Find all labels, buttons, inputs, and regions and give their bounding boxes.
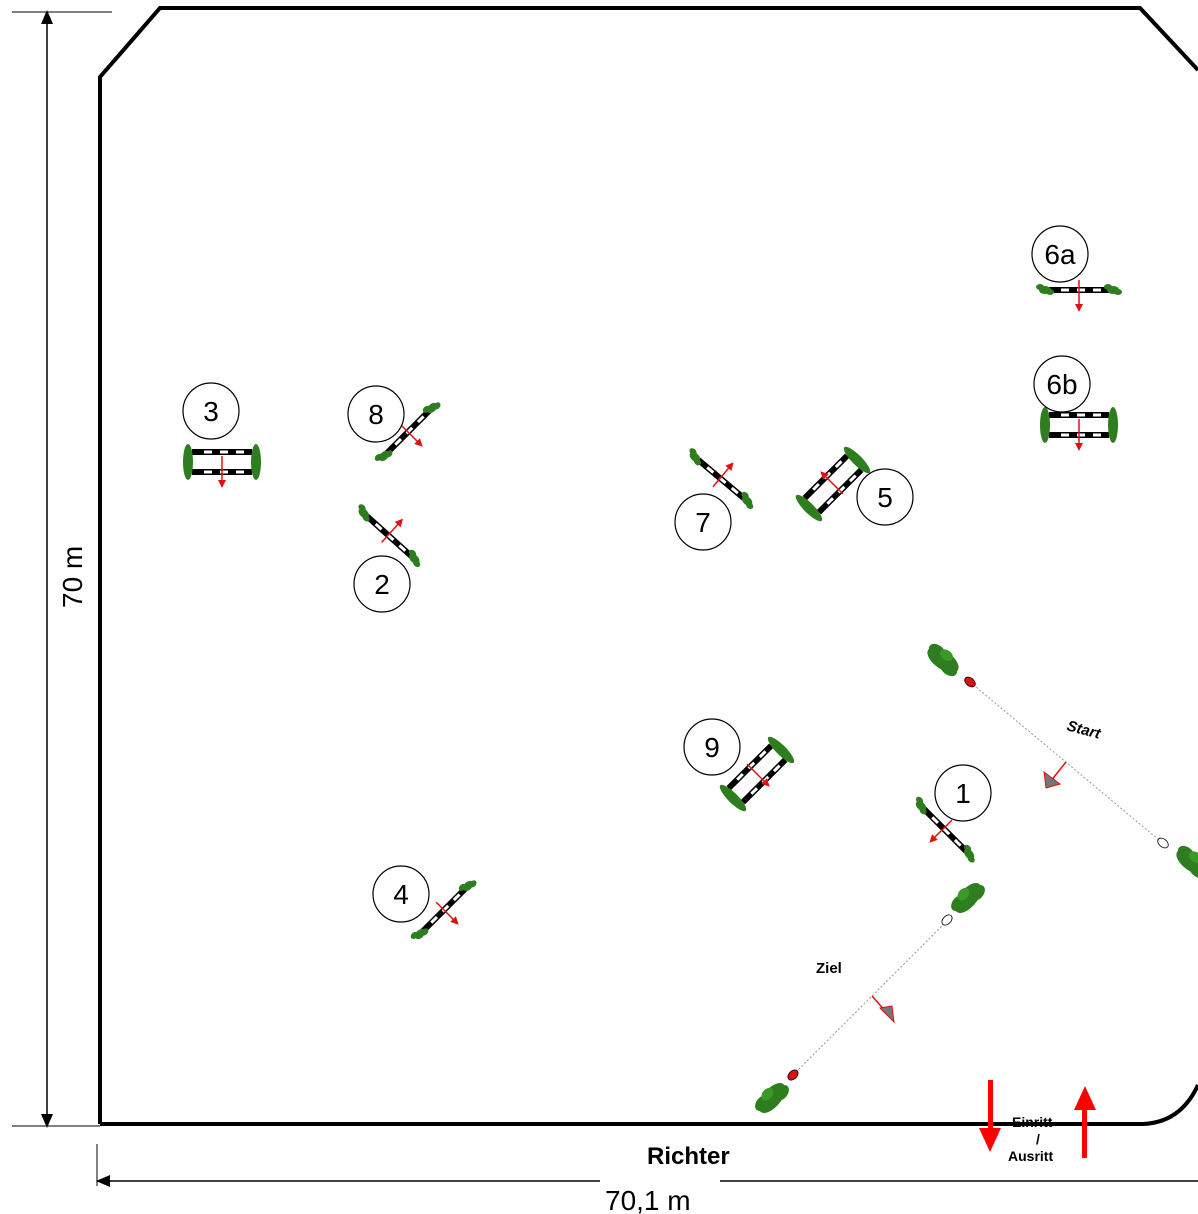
- entrance-exit: Einritt / Ausritt: [979, 1080, 1096, 1164]
- start-label: Start: [1065, 717, 1103, 743]
- finish-label: Ziel: [816, 960, 842, 977]
- obstacle-1-number: 1: [955, 778, 971, 809]
- start-direction-arrow-icon: [1043, 761, 1067, 789]
- obstacle-7: 7: [674, 447, 758, 551]
- obstacle-2-number: 2: [374, 569, 390, 600]
- entrance-label-2: /: [1036, 1131, 1040, 1147]
- arena-border: [98, 6, 1198, 1126]
- obstacle-6a-number: 6a: [1044, 239, 1076, 270]
- obstacle-8-number: 8: [368, 399, 384, 430]
- entrance-label-1: Einritt: [1012, 1114, 1053, 1130]
- height-dimension: 70 m: [12, 10, 112, 1128]
- entrance-label-3: Ausritt: [1008, 1148, 1053, 1164]
- judge-label: Richter: [647, 1143, 730, 1170]
- entrance-arrow-icon: [1074, 1086, 1096, 1158]
- obstacle-9-number: 9: [704, 732, 720, 763]
- obstacle-6b: 6b: [1033, 355, 1118, 452]
- finish-direction-arrow-icon: [871, 995, 895, 1024]
- height-label: 70 m: [57, 546, 88, 608]
- obstacle-7-number: 7: [695, 507, 711, 538]
- obstacle-3-number: 3: [203, 396, 219, 427]
- width-label: 70,1 m: [605, 1185, 691, 1214]
- obstacle-5-number: 5: [877, 482, 893, 513]
- exit-arrow-icon: [979, 1080, 1001, 1152]
- finish-line: Ziel: [751, 876, 988, 1119]
- obstacle-4-number: 4: [393, 879, 409, 910]
- width-dimension: 70,1 m: [96, 1144, 1198, 1214]
- obstacle-6a: 6a: [1031, 225, 1122, 313]
- obstacle-3: 3: [182, 382, 261, 489]
- obstacle-5: 5: [793, 444, 914, 526]
- obstacle-4: 4: [372, 865, 478, 944]
- obstacle-1: 1: [911, 764, 992, 864]
- start-line: Start: [921, 640, 1198, 882]
- obstacle-8: 8: [347, 385, 442, 466]
- obstacle-9: 9: [683, 718, 797, 814]
- obstacle-2: 2: [353, 503, 425, 613]
- obstacle-6b-number: 6b: [1046, 369, 1077, 400]
